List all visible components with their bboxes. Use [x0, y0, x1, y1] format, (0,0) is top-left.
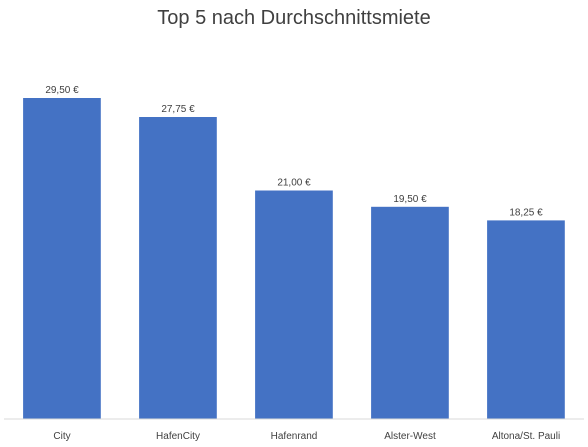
data-label-4: 18,25 € [509, 207, 543, 218]
x-tick-label-3: Alster-West [384, 431, 436, 442]
chart-title: Top 5 nach Durchschnittsmiete [157, 7, 430, 29]
x-tick-label-0: City [53, 431, 70, 442]
bar-group [23, 98, 565, 419]
bar-4 [487, 220, 565, 419]
data-label-2: 21,00 € [277, 178, 311, 189]
data-label-group: 29,50 € 27,75 € 21,00 € 19,50 € 18,25 € [45, 85, 543, 218]
bar-2 [255, 190, 333, 419]
x-tick-label-2: Hafenrand [271, 431, 318, 442]
data-label-3: 19,50 € [393, 194, 427, 205]
data-label-0: 29,50 € [45, 85, 79, 96]
x-tick-label-group: City HafenCity Hafenrand Alster-West Altona/… [53, 431, 560, 442]
bar-0 [23, 98, 101, 419]
bar-1 [139, 117, 217, 419]
x-tick-label-4: Altona/St. Pauli [492, 431, 560, 442]
bar-3 [371, 206, 449, 419]
data-label-1: 27,75 € [161, 104, 195, 115]
x-tick-label-1: HafenCity [156, 431, 200, 442]
